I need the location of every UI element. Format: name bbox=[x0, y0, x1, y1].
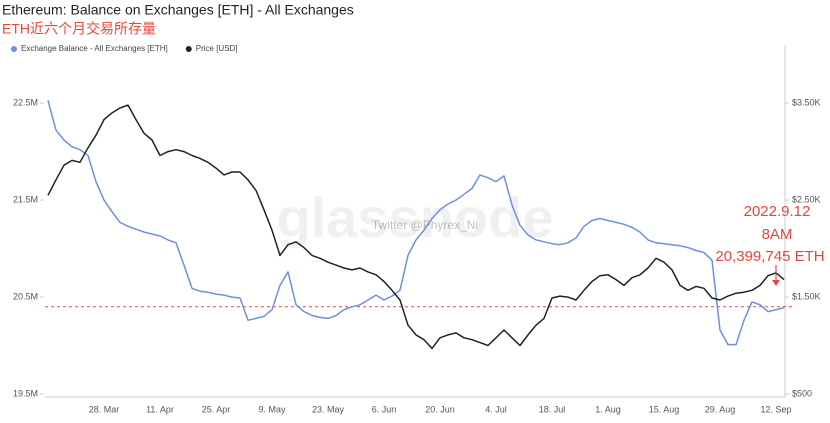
x-tick-label: 18. Jul bbox=[539, 404, 566, 414]
y-tick-label: 22.5M bbox=[13, 98, 38, 108]
x-tick-label: 1. Aug bbox=[595, 404, 621, 414]
legend-label: Exchange Balance - All Exchanges [ETH] bbox=[21, 44, 168, 53]
annotation: 2022.9.12 bbox=[744, 203, 811, 220]
y2-tick-label: $1.50K bbox=[792, 291, 821, 301]
legend-marker bbox=[185, 46, 192, 52]
x-tick-label: 28. Mar bbox=[89, 404, 120, 414]
x-tick-label: 9. May bbox=[258, 404, 286, 414]
x-tick-label: 23. May bbox=[312, 404, 345, 414]
annotation: 20,399,745 ETH bbox=[715, 248, 824, 265]
y2-tick-label: $2.50K bbox=[792, 194, 821, 204]
series-line bbox=[47, 104, 785, 350]
legend-label: Price [USD] bbox=[196, 44, 238, 53]
x-tick-label: 29. Aug bbox=[705, 404, 736, 414]
annotation: 8AM bbox=[762, 226, 793, 243]
y2-tick-label: $500 bbox=[792, 388, 812, 398]
y2-tick-label: $3.50K bbox=[792, 98, 821, 108]
x-tick-label: 6. Jun bbox=[372, 404, 397, 414]
legend-marker bbox=[11, 46, 17, 52]
x-tick-label: 20. Jun bbox=[425, 404, 455, 414]
x-tick-label: 15. Aug bbox=[649, 404, 680, 414]
y-tick-label: 20.5M bbox=[13, 291, 38, 301]
annotation-arrowhead bbox=[772, 280, 780, 286]
watermark: glassnode bbox=[277, 186, 554, 249]
watermark: Twitter @Phyrex_Ni bbox=[372, 218, 478, 232]
x-tick-label: 12. Sep bbox=[760, 404, 791, 414]
x-tick-label: 4. Jul bbox=[485, 404, 507, 414]
y-tick-label: 21.5M bbox=[13, 194, 38, 204]
series-line bbox=[47, 100, 785, 346]
chart-subtitle: ETH近六个月交易所存量 bbox=[2, 21, 156, 37]
x-tick-label: 11. Apr bbox=[146, 404, 174, 414]
x-tick-label: 25. Apr bbox=[202, 404, 231, 414]
y-tick-label: 19.5M bbox=[13, 388, 38, 398]
chart-title: Ethereum: Balance on Exchanges [ETH] - A… bbox=[2, 2, 354, 18]
